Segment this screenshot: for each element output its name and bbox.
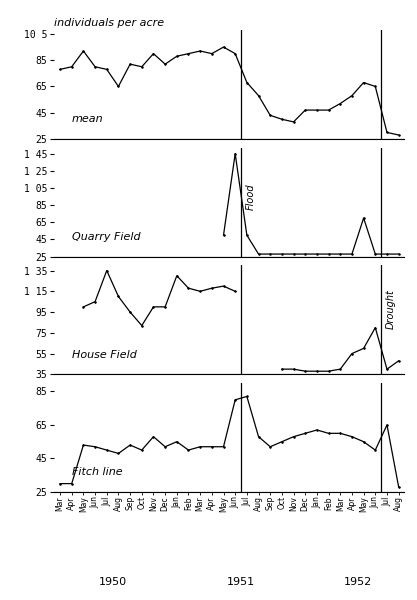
Text: 1952: 1952 bbox=[344, 577, 372, 587]
Text: Drought: Drought bbox=[386, 289, 396, 329]
Text: mean: mean bbox=[72, 115, 103, 124]
Text: Fitch line: Fitch line bbox=[72, 467, 122, 478]
Text: 1951: 1951 bbox=[227, 577, 255, 587]
Text: Flood: Flood bbox=[246, 184, 256, 210]
Text: 1950: 1950 bbox=[98, 577, 127, 587]
Text: House Field: House Field bbox=[72, 350, 137, 360]
Text: Quarry Field: Quarry Field bbox=[72, 232, 141, 242]
Text: individuals per acre: individuals per acre bbox=[54, 18, 164, 28]
